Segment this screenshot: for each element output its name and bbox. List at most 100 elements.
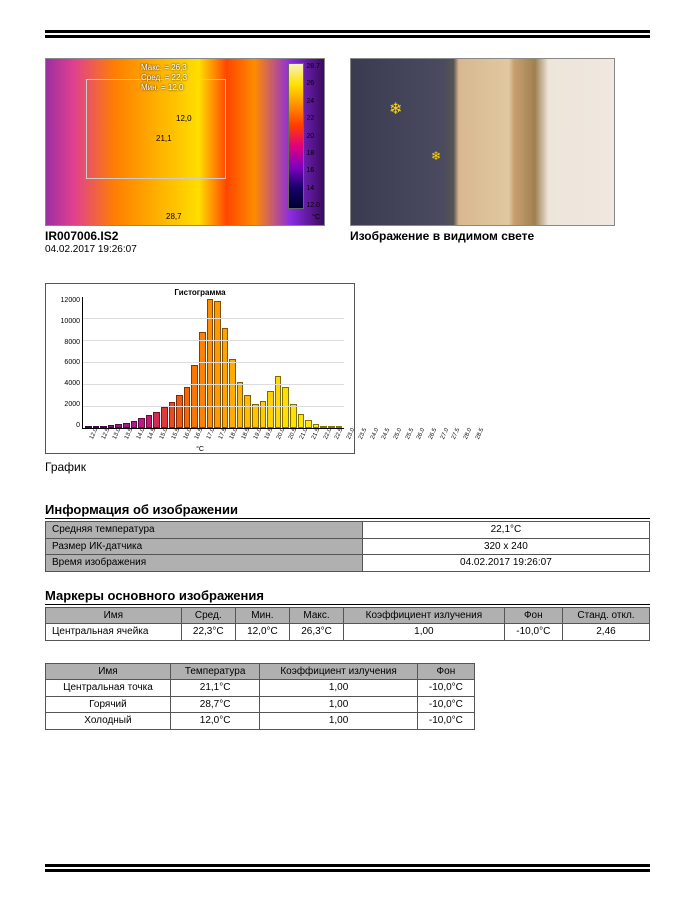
scale-tick: 14 — [306, 185, 320, 192]
scale-tick: 20 — [306, 133, 320, 140]
table-cell: 1,00 — [260, 680, 417, 697]
table-row: Средняя температура22,1°C — [46, 522, 650, 539]
histogram-bar — [320, 426, 327, 428]
table-cell: 1,00 — [344, 624, 505, 641]
histogram-plot — [82, 297, 344, 429]
scale-tick: 12.0 — [306, 202, 320, 209]
scale-tick: 18 — [306, 150, 320, 157]
info-tbody: Средняя температура22,1°CРазмер ИК-датчи… — [46, 522, 650, 572]
histogram-ytick: 6000 — [52, 359, 80, 366]
histogram-bar — [199, 332, 206, 428]
histogram-title: Гистограмма — [52, 288, 348, 297]
table-cell: Холодный — [46, 713, 171, 730]
histogram-bar — [131, 421, 138, 428]
roi-rectangle — [86, 79, 226, 179]
table-cell: Центральная точка — [46, 680, 171, 697]
histogram-bar — [252, 404, 259, 428]
table-cell: 12,0°C — [235, 624, 289, 641]
snowflake-icon: ❄ — [389, 99, 402, 119]
table-cell: 2,46 — [562, 624, 649, 641]
info-label: Размер ИК-датчика — [46, 538, 363, 555]
hot-point: 28,7 — [166, 212, 182, 221]
thermal-image: Макс. = 26,3 Сред. = 22,3 Мин. = 12,0 12… — [45, 58, 325, 226]
table-cell: -10,0°C — [417, 713, 474, 730]
info-label: Время изображения — [46, 555, 363, 572]
info-label: Средняя температура — [46, 522, 363, 539]
histogram-xunit: °C — [196, 446, 204, 453]
thermal-timestamp: 04.02.2017 19:26:07 — [45, 244, 325, 255]
scale-bar — [288, 63, 304, 209]
histogram-ytick: 4000 — [52, 380, 80, 387]
table-row: Размер ИК-датчика320 x 240 — [46, 538, 650, 555]
temperature-scale: 28.72624222018161412.0 °C — [288, 63, 320, 209]
visible-caption: Изображение в видимом свете — [350, 229, 615, 243]
table-cell: 21,1°C — [170, 680, 259, 697]
table-cell: -10,0°C — [417, 696, 474, 713]
info-value: 04.02.2017 19:26:07 — [362, 555, 649, 572]
info-value: 320 x 240 — [362, 538, 649, 555]
table-cell: 28,7°C — [170, 696, 259, 713]
column-header: Мин. — [235, 607, 289, 624]
points-header-row: ИмяТемператураКоэффициент излученияФон — [46, 663, 475, 680]
min-point: 12,0 — [176, 114, 192, 123]
overlay-min: Мин. = 12,0 — [141, 83, 183, 92]
visible-image: ❄ ❄ — [350, 58, 615, 226]
column-header: Температура — [170, 663, 259, 680]
scale-tick: 16 — [306, 167, 320, 174]
histogram-bar — [161, 407, 168, 428]
table-row: Горячий28,7°C1,00-10,0°C — [46, 696, 475, 713]
table-cell: Горячий — [46, 696, 171, 713]
histogram-bar — [267, 391, 274, 428]
overlay-avg: Сред. = 22,3 — [141, 73, 187, 82]
column-header: Имя — [46, 663, 171, 680]
histogram-bar — [191, 365, 198, 428]
table-cell: -10,0°C — [417, 680, 474, 697]
table-cell: 12,0°C — [170, 713, 259, 730]
info-value: 22,1°C — [362, 522, 649, 539]
table-cell: 26,3°C — [289, 624, 343, 641]
snowflake-icon: ❄ — [431, 149, 441, 163]
scale-tick: 24 — [306, 98, 320, 105]
markers-section: Маркеры основного изображения ИмяСред.Ми… — [45, 588, 650, 641]
thermal-image-block: Макс. = 26,3 Сред. = 22,3 Мин. = 12,0 12… — [45, 58, 325, 255]
histogram-ytick: 12000 — [52, 297, 80, 304]
histogram-xaxis: 12.012.513.013.514.014.515.015.516.016.5… — [82, 431, 344, 447]
histogram-ytick: 10000 — [52, 318, 80, 325]
histogram-bar — [275, 376, 282, 428]
column-header: Имя — [46, 607, 182, 624]
table-row: Центральная ячейка22,3°C12,0°C26,3°C1,00… — [46, 624, 650, 641]
column-header: Фон — [504, 607, 562, 624]
histogram-bar — [176, 395, 183, 428]
table-cell: -10,0°C — [504, 624, 562, 641]
table-cell: 1,00 — [260, 713, 417, 730]
histogram-bar — [207, 299, 214, 428]
table-row: Холодный12,0°C1,00-10,0°C — [46, 713, 475, 730]
info-table: Средняя температура22,1°CРазмер ИК-датчи… — [45, 521, 650, 572]
thermal-filename: IR007006.IS2 — [45, 229, 325, 243]
scale-tick: 28.7 — [306, 63, 320, 70]
histogram-ytick: 0 — [52, 422, 80, 429]
points-tbody: Центральная точка21,1°C1,00-10,0°CГорячи… — [46, 680, 475, 730]
histogram-chart: 120001000080006000400020000 12.012.513.0… — [52, 297, 348, 447]
column-header: Фон — [417, 663, 474, 680]
table-cell: 1,00 — [260, 696, 417, 713]
table-cell: Центральная ячейка — [46, 624, 182, 641]
info-section: Информация об изображении Средняя темпер… — [45, 502, 650, 572]
histogram-bar — [85, 426, 92, 428]
scale-ticks: 28.72624222018161412.0 — [304, 63, 320, 209]
scale-unit: °C — [312, 214, 320, 221]
histogram-bar — [153, 412, 160, 428]
table-row: Центральная точка21,1°C1,00-10,0°C — [46, 680, 475, 697]
histogram-bar — [305, 420, 312, 428]
top-rule — [45, 30, 650, 38]
histogram-bar — [260, 401, 267, 428]
histogram-bar — [214, 301, 221, 428]
column-header: Станд. откл. — [562, 607, 649, 624]
histogram-yaxis: 120001000080006000400020000 — [52, 297, 80, 429]
scale-tick: 22 — [306, 115, 320, 122]
visible-image-block: ❄ ❄ Изображение в видимом свете — [350, 58, 615, 255]
column-header: Макс. — [289, 607, 343, 624]
markers-tbody: Центральная ячейка22,3°C12,0°C26,3°C1,00… — [46, 624, 650, 641]
column-header: Коэффициент излучения — [344, 607, 505, 624]
bottom-rule — [45, 864, 650, 872]
